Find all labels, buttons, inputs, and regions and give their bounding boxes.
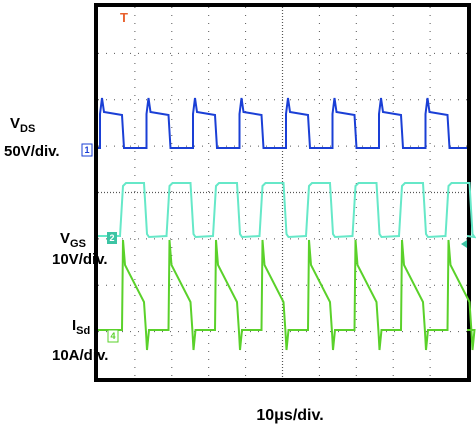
screen-frame [94,3,471,382]
channel-label: VDS [10,115,35,135]
channel-scale: 10V/div. [52,251,108,268]
channel-label: ISd [72,317,90,337]
channel-marker-box [107,329,119,343]
grid [98,7,467,378]
timebase: 10μs/div. [256,407,323,424]
channel-marker-box [107,232,117,244]
isd-trace [98,239,476,351]
trigger-marker: T [120,10,128,25]
channel-marker: 4 [110,331,115,341]
channel-scale: 50V/div. [4,143,60,160]
level-marker [461,240,467,248]
channel-marker-box [81,143,93,157]
waveforms [98,97,476,351]
vds-trace [98,97,467,149]
channel-marker: 1 [84,145,89,155]
channel-marker: 2 [109,233,114,243]
channel-label: VGS [60,230,86,250]
channel-scale: 10A/div. [52,347,108,364]
vgs-trace [98,182,476,239]
